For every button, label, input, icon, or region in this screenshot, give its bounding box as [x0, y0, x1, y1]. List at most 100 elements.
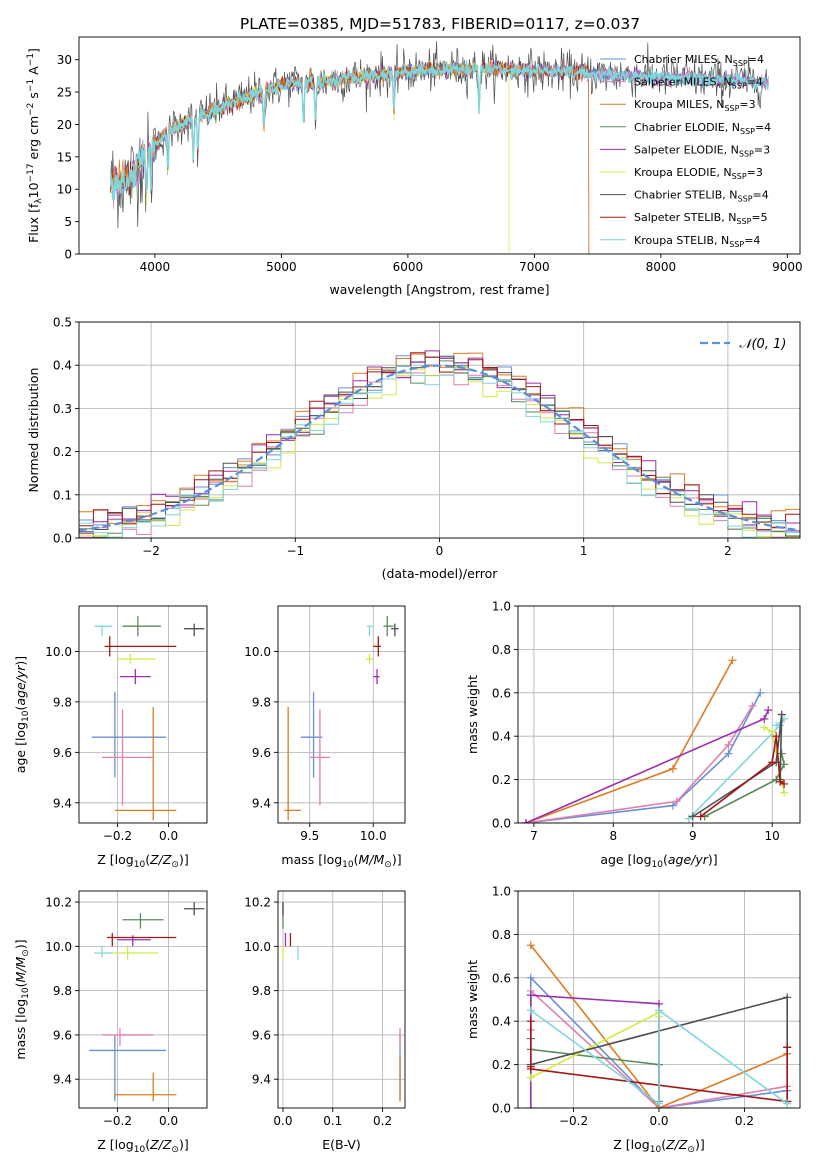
x-tick-label: −2: [142, 544, 160, 558]
y-tick-label: 9.4: [53, 1073, 72, 1087]
label-part: Z/Z: [665, 1137, 688, 1152]
label-part: Kroupa MILES, N: [634, 98, 724, 111]
point-salpeter-stelib: [104, 636, 177, 657]
y-tick-label: 0.6: [492, 971, 511, 985]
y-tick-label: 0.2: [53, 445, 72, 459]
y-tick-label: 0.2: [492, 773, 511, 787]
weight-marker: [655, 1099, 663, 1108]
weight-marker: [668, 801, 677, 810]
weight-marker: [724, 740, 733, 749]
y-tick-label: 9.6: [53, 1028, 72, 1042]
label-part: SSP: [736, 217, 751, 226]
y-axis-label: mass weight: [465, 960, 480, 1039]
spectrum-line-kroupa-stelib: [109, 60, 770, 201]
y-tick-label: 0.3: [53, 402, 72, 416]
y-tick-label: 25: [57, 86, 72, 100]
label-part: SSP: [724, 104, 739, 113]
y-tick-label: 9.4: [252, 796, 271, 810]
weight-marker: [672, 797, 681, 806]
label-part: (: [13, 982, 28, 987]
weight-marker: [780, 760, 789, 769]
label-part: )]: [179, 852, 189, 867]
label-part: M/M: [13, 956, 28, 982]
label-part: )]: [13, 656, 28, 666]
point-salpeter-stelib: [373, 636, 381, 657]
label-part: SSP: [739, 149, 754, 158]
y-tick-label: 9.6: [53, 746, 72, 760]
axes-mass-vs-ebv: 0.0 0.1 0.2 9.4 9.6 9.8 10.0 10.2 E(B-V): [244, 890, 406, 1152]
legend-label: Salpeter MILES, NSSP=4: [634, 76, 763, 91]
label-part: −1: [26, 79, 36, 92]
label-part: SSP: [740, 127, 755, 136]
label-part: =4: [748, 53, 764, 66]
label-part: Chabrier STELIB, N: [634, 189, 738, 202]
x-tick-label: −0.2: [559, 1114, 588, 1128]
label-part: SSP: [732, 172, 747, 181]
legend-label: Kroupa MILES, NSSP=3: [634, 98, 756, 113]
point-chabrier-miles: [89, 1034, 167, 1102]
label-part: A: [26, 66, 41, 79]
label-part: =4: [755, 121, 771, 134]
label-part: (: [661, 1137, 666, 1152]
x-tick-label: 2: [724, 544, 732, 558]
point-salpeter-stelib: [107, 933, 177, 947]
axes-frame: [78, 605, 208, 824]
point-kroupa-elodie: [117, 653, 156, 665]
label-part: 10: [21, 987, 31, 999]
y-axis-label: Flux [fλ10−17 erg cm−2 s−1 A−1]: [26, 48, 44, 243]
y-tick-label: 10: [57, 183, 72, 197]
y-tick-label: 9.6: [252, 1028, 271, 1042]
label-part: )]: [13, 939, 28, 949]
x-tick-label: 8000: [646, 260, 677, 274]
weight-marker: [668, 764, 677, 773]
series-kroupa-miles: [521, 656, 737, 823]
weight-marker: [772, 721, 781, 730]
normal-curve: [79, 364, 800, 532]
y-tick-label: 10.0: [244, 940, 271, 954]
label-part: Z [log: [613, 1137, 649, 1152]
weight-line: [700, 736, 785, 818]
y-tick-label: 0.1: [53, 488, 72, 502]
legend-label: Kroupa ELODIE, NSSP=3: [634, 166, 763, 181]
y-tick-label: 1.0: [492, 885, 511, 899]
point-chabrier-stelib: [183, 902, 205, 916]
label-part: −17: [26, 163, 36, 182]
x-tick-label: 0.0: [159, 829, 178, 843]
point-salpeter-elodie: [373, 669, 380, 685]
label-part: age [log: [600, 852, 651, 867]
point-salpeter-miles: [309, 709, 331, 806]
x-axis-label: age [log10(age/yr)]: [600, 852, 717, 870]
label-part: Salpeter ELODIE, N: [634, 143, 739, 156]
y-tick-label: 0.6: [492, 686, 511, 700]
spectrum-line-kroupa-elodie: [110, 60, 510, 254]
label-part: Kroupa STELIB, N: [634, 234, 729, 247]
x-tick-label: 7: [530, 829, 538, 843]
label-part: 10: [650, 1145, 662, 1155]
point-salpeter-miles: [102, 1028, 154, 1046]
x-tick-label: 7000: [519, 260, 550, 274]
label-part: Z [log: [97, 852, 133, 867]
label-part: −1: [26, 53, 36, 66]
label-part: =3: [747, 166, 763, 179]
y-tick-label: 9.8: [252, 695, 271, 709]
point-chabrier-stelib: [391, 623, 399, 637]
weight-marker: [760, 714, 769, 723]
x-tick-label: 0.2: [373, 1114, 392, 1128]
axes-frame: [78, 890, 208, 1109]
label-part: ⊙: [171, 860, 179, 870]
y-tick-label: 9.8: [53, 984, 72, 998]
label-part: λ: [34, 198, 44, 204]
weight-marker: [772, 732, 781, 741]
y-tick-label: 0.2: [492, 1058, 511, 1072]
weight-marker: [780, 788, 789, 797]
x-tick-label: 5000: [266, 260, 297, 274]
x-axis-label: wavelength [Angstrom, rest frame]: [329, 282, 549, 297]
point-chabrier-stelib: [183, 623, 205, 637]
hist-kroupa-stelib: [79, 365, 800, 538]
weight-marker: [526, 1064, 535, 1073]
legend-label: Kroupa STELIB, NSSP=4: [634, 234, 760, 249]
weight-marker: [526, 941, 535, 950]
weight-marker: [728, 656, 737, 665]
